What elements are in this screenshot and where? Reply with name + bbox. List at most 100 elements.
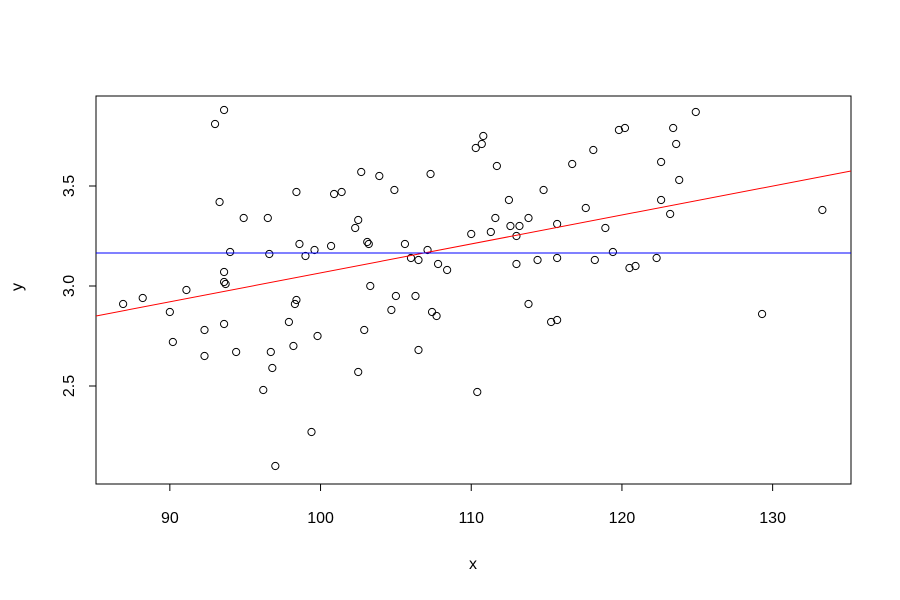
point [326,241,336,251]
point [533,255,542,265]
point [215,197,224,207]
point [219,319,229,329]
point [473,387,482,397]
x-tick-label: 90 [161,510,179,527]
point [539,185,548,195]
point [757,309,767,319]
point [432,311,441,321]
point [292,187,301,197]
point [375,171,384,181]
point [433,259,443,269]
point [652,253,661,263]
point [625,263,634,273]
point [363,237,372,247]
point [360,325,369,335]
point [226,247,235,257]
point [666,209,675,219]
point [471,143,480,153]
point [289,341,298,351]
reference-line [96,170,851,317]
point [818,205,827,215]
point [423,245,432,255]
point [387,305,396,315]
point [512,259,521,269]
point [443,265,452,275]
point [330,189,339,199]
point [620,123,630,133]
point [657,157,666,167]
point [307,427,316,437]
point [411,291,420,301]
point [271,461,280,471]
x-tick-label: 100 [307,510,334,527]
point [292,295,301,305]
point [553,315,562,325]
point [524,299,533,309]
point [400,239,410,249]
point [295,239,304,249]
point [290,299,300,309]
point [589,145,598,155]
point [477,139,486,149]
point [491,213,500,223]
point [265,249,274,259]
point [406,253,416,263]
point [310,245,319,255]
point [414,255,423,265]
point [239,213,248,223]
point [515,221,524,231]
point [631,261,640,271]
y-tick-label: 2.5 [61,375,78,397]
y-tick-label: 3.5 [61,175,78,197]
point [553,253,562,263]
y-tick-label: 3.0 [61,275,78,297]
point [221,279,230,289]
point [182,285,191,295]
x-tick-label: 130 [759,510,786,527]
point [414,345,423,355]
point [608,247,617,257]
point [210,119,220,129]
point [301,251,310,261]
point [268,363,277,373]
point [119,299,128,309]
x-tick-label: 110 [458,510,484,527]
point [524,213,533,223]
point [614,125,624,135]
point [672,139,681,149]
point [138,293,147,303]
point [200,351,209,361]
y-axis-label: y [9,283,26,291]
point [657,195,666,205]
point [219,105,229,115]
point [479,131,488,141]
point [351,223,360,233]
x-tick-label: 120 [609,510,636,527]
point [219,277,229,287]
point [691,107,700,117]
point [219,267,229,277]
point [313,331,322,341]
point [427,307,437,317]
point [568,159,577,169]
point [200,325,209,335]
point [601,223,610,233]
point [263,213,272,223]
point [259,385,268,395]
point [357,167,366,177]
point [669,123,678,133]
point [547,317,556,327]
point [390,185,399,195]
point [426,169,435,179]
point [354,215,363,225]
plot-frame [95,95,852,485]
point [486,227,495,237]
point [337,187,346,197]
point [366,281,375,291]
point [266,347,275,357]
point [168,337,177,347]
point [467,229,476,239]
point [590,255,599,265]
point [232,347,241,357]
